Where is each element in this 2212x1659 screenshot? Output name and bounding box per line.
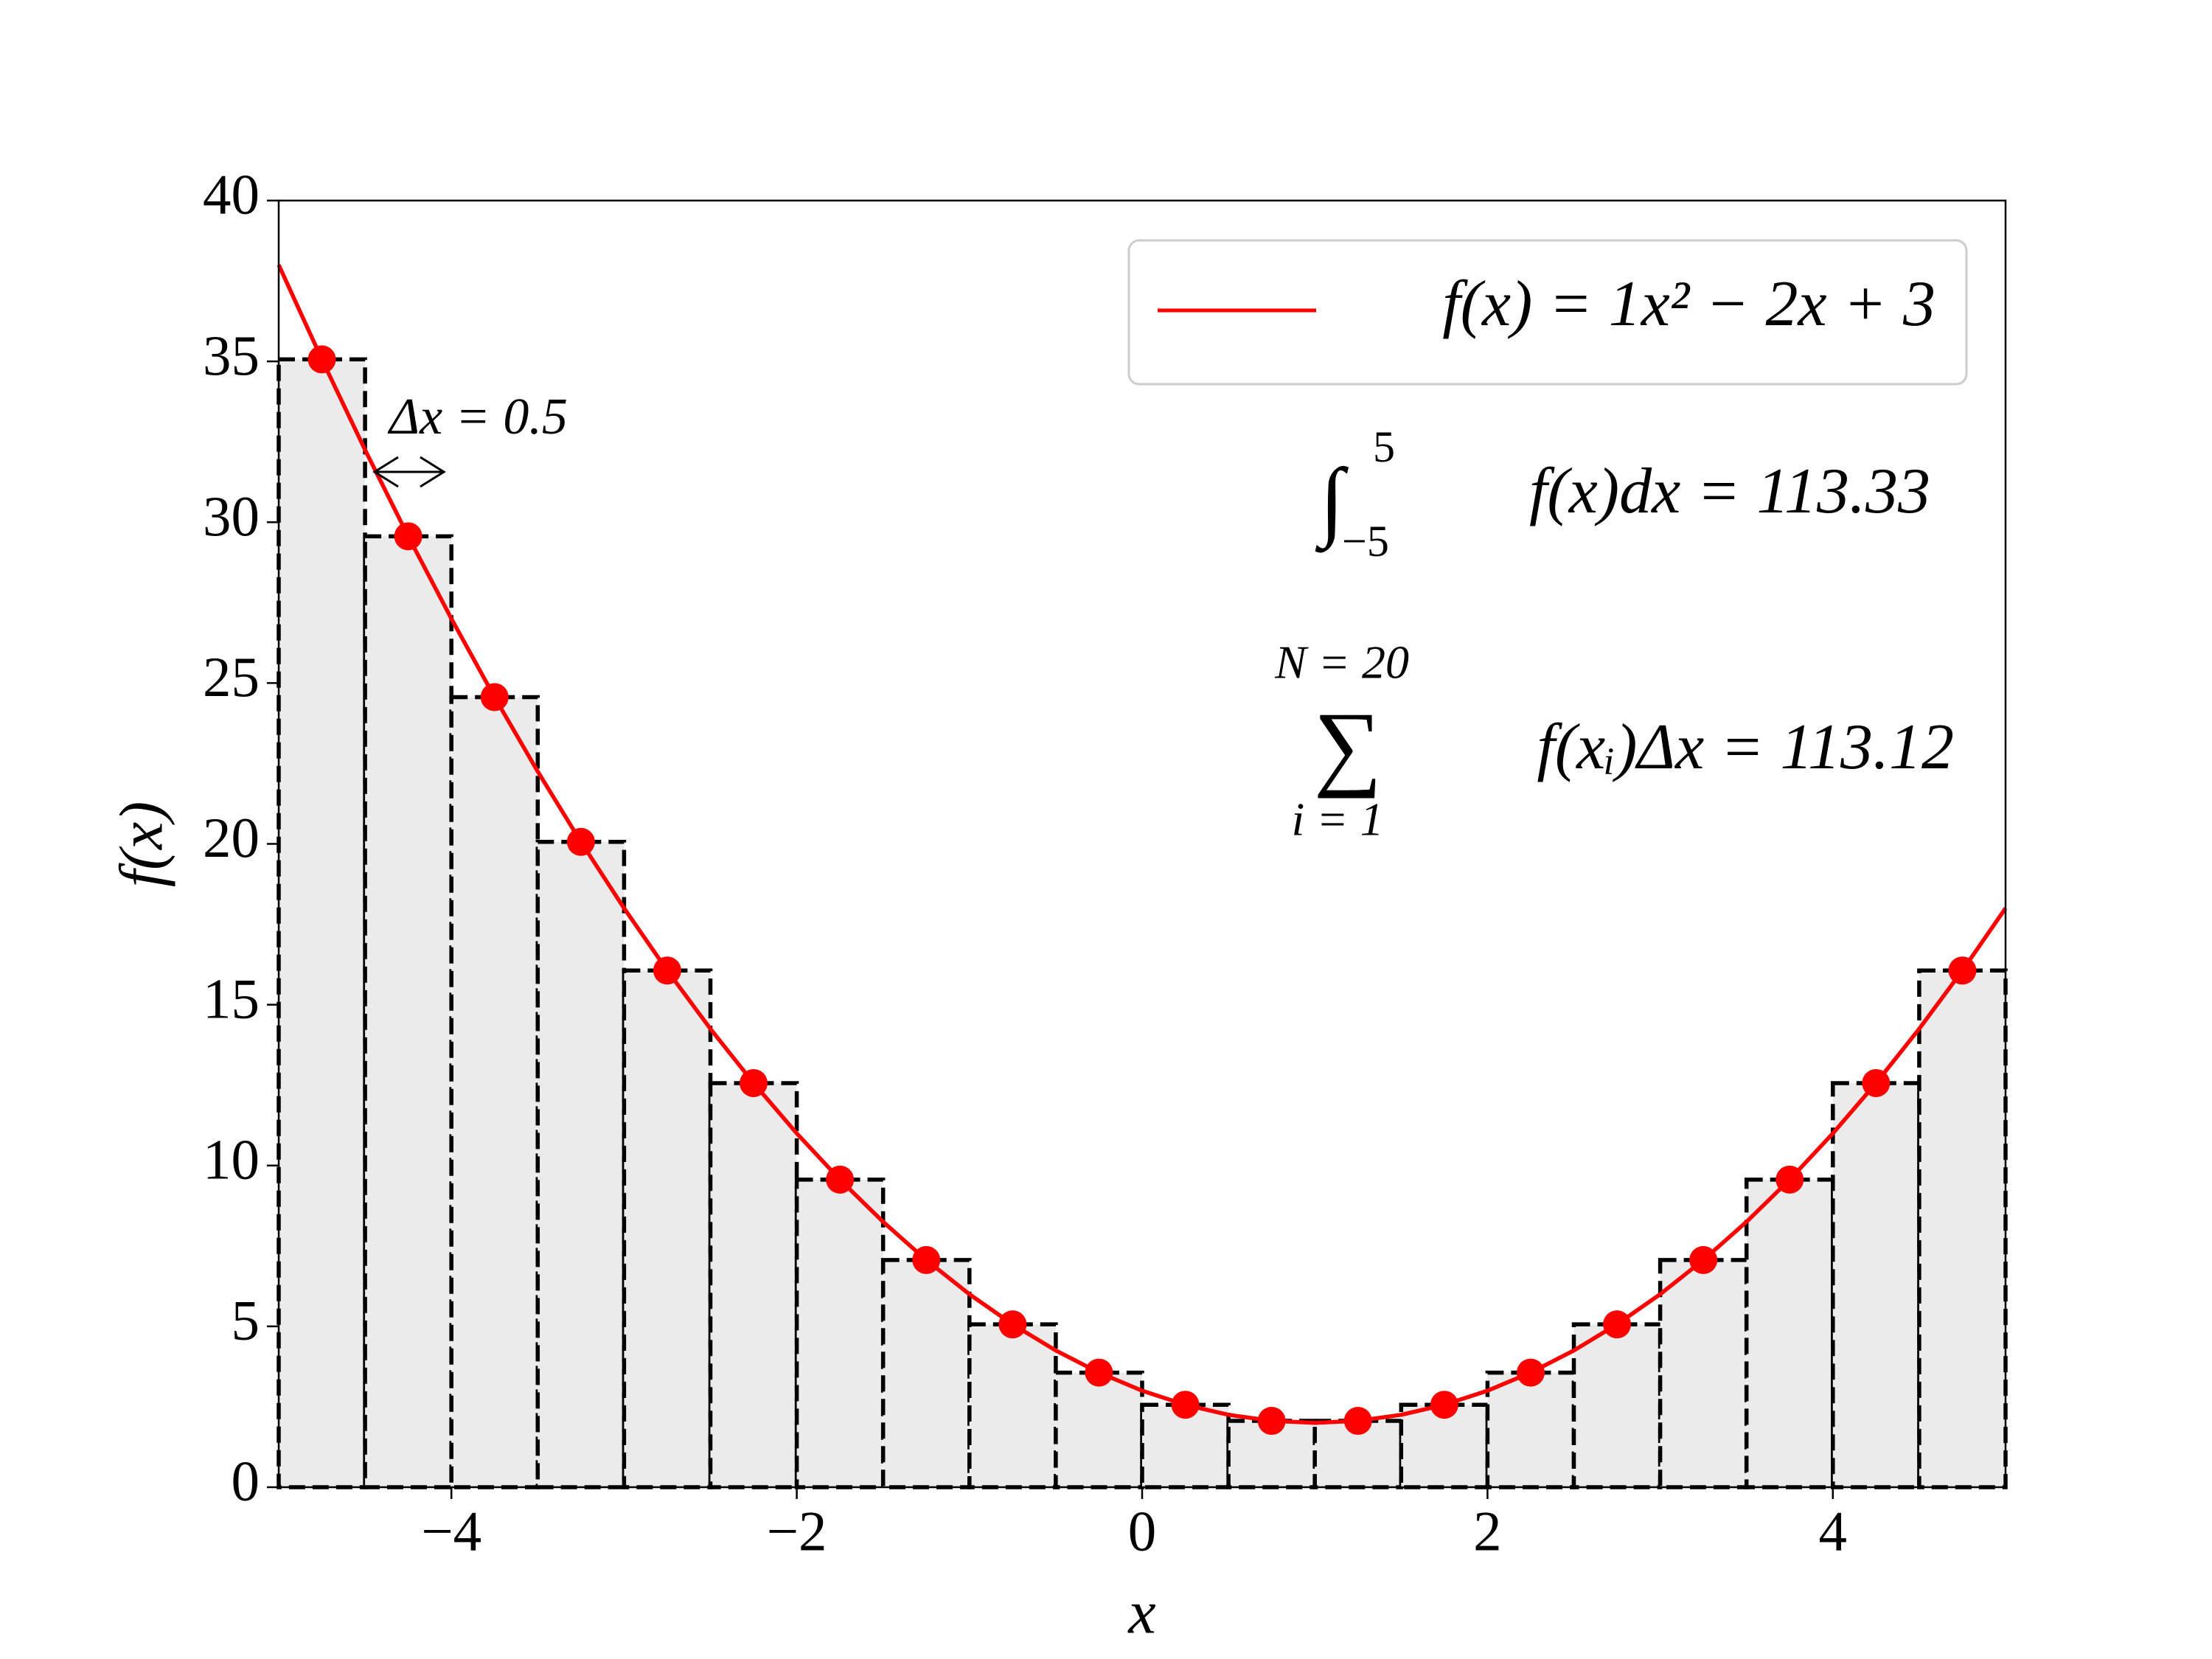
- sample-point: [912, 1245, 941, 1274]
- bar: [1831, 1081, 1921, 1489]
- x-tick-label: −2: [767, 1500, 827, 1563]
- y-tick-label: 15: [203, 967, 260, 1030]
- sum-symbol: ∑: [1314, 693, 1382, 799]
- sample-point: [394, 522, 422, 551]
- y-tick-label: 10: [203, 1127, 260, 1191]
- bar: [622, 968, 713, 1489]
- bar: [708, 1081, 799, 1489]
- integral-text: f(x)dx = 113.33: [1529, 456, 1930, 527]
- sample-point: [566, 827, 595, 856]
- sample-point: [1603, 1310, 1632, 1339]
- y-tick-label: 30: [203, 484, 260, 548]
- y-axis-label: f(x): [107, 801, 175, 888]
- sample-point: [1689, 1245, 1718, 1274]
- y-tick-label: 5: [232, 1289, 260, 1352]
- bar: [880, 1258, 972, 1489]
- sample-point: [307, 345, 336, 374]
- sample-point: [1516, 1358, 1545, 1387]
- sample-point: [826, 1165, 855, 1194]
- x-tick-label: −4: [421, 1500, 481, 1563]
- bar: [276, 357, 367, 1489]
- x-axis-label: x: [1127, 1578, 1155, 1646]
- sample-point: [1171, 1391, 1200, 1419]
- x-tick-label: 2: [1473, 1500, 1502, 1563]
- bar: [794, 1178, 886, 1489]
- sum-upper: N = 20: [1274, 636, 1409, 689]
- bar: [1917, 968, 2008, 1489]
- bar: [449, 695, 540, 1489]
- sample-point: [740, 1068, 768, 1097]
- integral-symbol: ∫: [1315, 451, 1349, 554]
- bar: [363, 534, 453, 1489]
- y-tick-label: 0: [232, 1450, 260, 1513]
- bar: [1571, 1322, 1663, 1489]
- bar: [1744, 1178, 1835, 1489]
- sample-point: [1257, 1407, 1286, 1436]
- integral-lower: −5: [1342, 517, 1389, 566]
- curve: [276, 264, 2008, 1425]
- legend-box: [1127, 239, 1968, 386]
- sample-point: [1430, 1391, 1458, 1419]
- y-tick-label: 20: [203, 806, 260, 869]
- bar: [967, 1322, 1058, 1489]
- bar: [1658, 1258, 1749, 1489]
- sample-point: [1775, 1165, 1804, 1194]
- bar: [535, 840, 627, 1489]
- plot-area: [276, 264, 2008, 1489]
- y-tick-label: 35: [203, 324, 260, 387]
- y-tick-label: 40: [203, 163, 260, 226]
- sample-point: [998, 1310, 1027, 1339]
- sample-point: [653, 956, 681, 985]
- sample-point: [480, 683, 509, 712]
- integral-upper: 5: [1373, 422, 1395, 471]
- x-tick-label: 0: [1128, 1500, 1157, 1563]
- bar: [1054, 1370, 1144, 1489]
- x-tick-label: 4: [1819, 1500, 1848, 1563]
- legend-label: f(x) = 1x² − 2x + 3: [1442, 268, 1935, 340]
- delta-annotation: Δx = 0.5: [387, 389, 568, 445]
- sample-point: [1343, 1407, 1372, 1436]
- sample-point: [1862, 1068, 1891, 1097]
- sum-text: f(xᵢ)Δx = 113.12: [1537, 712, 1954, 783]
- delta-arrow: [372, 456, 446, 488]
- sample-point: [1948, 956, 1977, 985]
- y-tick-label: 25: [203, 645, 260, 709]
- sum-lower: i = 1: [1292, 793, 1384, 846]
- sample-point: [1085, 1358, 1113, 1387]
- bar: [1485, 1370, 1576, 1489]
